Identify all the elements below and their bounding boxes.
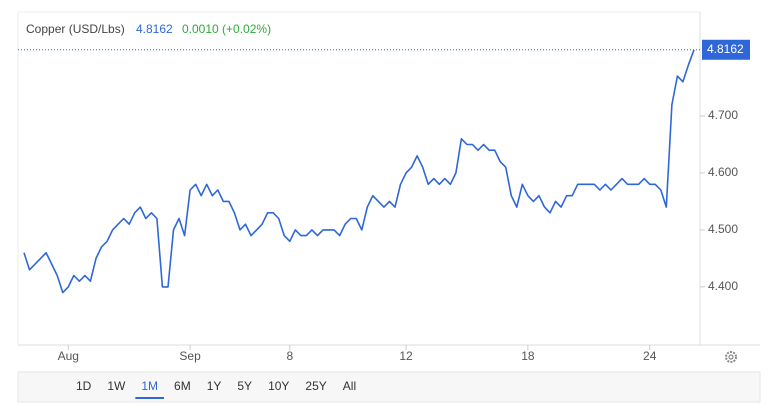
- last-price-tag-label: 4.8162: [707, 42, 744, 56]
- range-button[interactable]: 1Y: [207, 379, 222, 393]
- range-button[interactable]: 6M: [174, 379, 191, 393]
- title: Copper (USD/Lbs): [26, 22, 125, 36]
- x-tick-label: Aug: [58, 349, 79, 363]
- range-button[interactable]: All: [343, 379, 356, 393]
- x-tick-label: 12: [399, 349, 413, 363]
- x-tick-label: 24: [643, 349, 657, 363]
- toolbar: [17, 371, 761, 403]
- y-tick-label: 4.700: [708, 108, 738, 122]
- y-tick-label: 4.500: [708, 222, 738, 236]
- price-line: [23, 49, 695, 294]
- range-button[interactable]: 1W: [107, 379, 126, 393]
- x-tick-label: 18: [521, 349, 535, 363]
- y-tick-label: 4.400: [708, 279, 738, 293]
- range-button[interactable]: 1M: [141, 379, 158, 393]
- plot-area: [17, 11, 701, 346]
- x-tick-label: 8: [286, 349, 293, 363]
- last-price-tag: [702, 39, 750, 60]
- y-tick-label: 4.600: [708, 165, 738, 179]
- settings-icon[interactable]: [725, 351, 737, 363]
- range-button[interactable]: 10Y: [268, 379, 289, 393]
- range-button[interactable]: 5Y: [237, 379, 252, 393]
- last-price: 4.8162: [136, 22, 173, 36]
- range-button[interactable]: 1D: [76, 379, 92, 393]
- range-button[interactable]: 25Y: [305, 379, 326, 393]
- x-tick-label: Sep: [179, 349, 201, 363]
- change: 0.0010 (+0.02%): [182, 22, 271, 36]
